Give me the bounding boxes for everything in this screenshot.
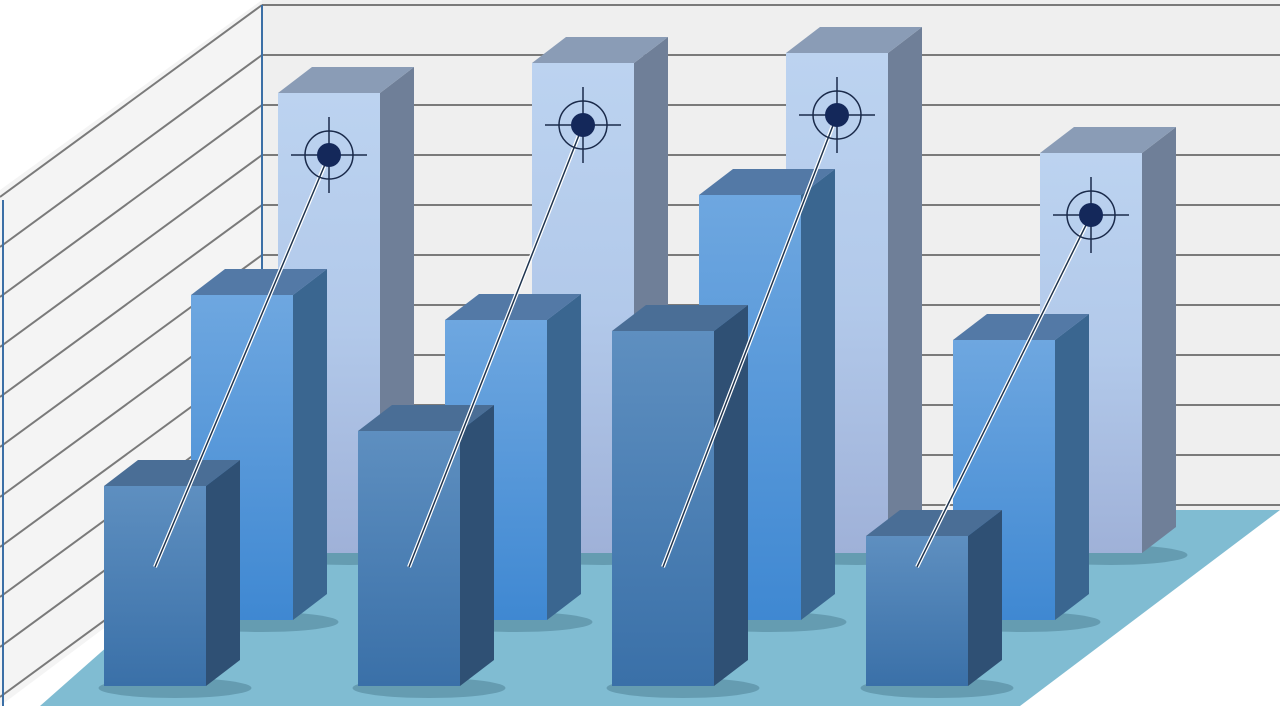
side-gridline [0, 4, 263, 198]
bar-top [532, 37, 668, 63]
bar-front-1 [98, 460, 252, 698]
bar-side [888, 27, 922, 553]
bar-front [358, 431, 460, 686]
target-markers [153, 77, 1129, 568]
bar-side [801, 169, 835, 620]
bar-top [278, 67, 414, 93]
bar-middle-2 [439, 294, 593, 632]
pointer-line [408, 124, 584, 568]
bar-top [786, 27, 922, 53]
bar-side [714, 305, 748, 686]
target-marker-1 [153, 117, 367, 568]
crosshair-dot-icon [317, 143, 341, 167]
bar-front-4 [860, 510, 1014, 698]
bar-side [1142, 127, 1176, 553]
bar-side [547, 294, 581, 620]
bar-top [699, 169, 835, 195]
crosshair-dot-icon [825, 103, 849, 127]
bar-top [866, 510, 1002, 536]
pointer-line [154, 154, 330, 568]
bar-side [293, 269, 327, 620]
crosshair-dot-icon [571, 113, 595, 137]
side-gridline [0, 54, 263, 248]
pointer-line [662, 114, 838, 568]
bar-front [612, 331, 714, 686]
bar-front-2 [352, 405, 506, 698]
bar-top [104, 460, 240, 486]
bar-top [191, 269, 327, 295]
bar-top [358, 405, 494, 431]
target-marker-2 [407, 87, 621, 568]
target-marker-4 [915, 177, 1129, 568]
bar-side [460, 405, 494, 686]
bar-top [612, 305, 748, 331]
bar-front-3 [606, 305, 760, 698]
side-gridline [0, 204, 263, 398]
bar-side [206, 460, 240, 686]
bar-top [1040, 127, 1176, 153]
crosshair-dot-icon [1079, 203, 1103, 227]
pointer-line [916, 214, 1092, 568]
bar-side [1055, 314, 1089, 620]
bars [98, 27, 1188, 698]
bar-front [866, 536, 968, 686]
bar-top [953, 314, 1089, 340]
side-gridline [0, 104, 263, 298]
bar-front [104, 486, 206, 686]
target-marker-3 [661, 77, 875, 568]
bar-side [968, 510, 1002, 686]
side-gridline [0, 154, 263, 348]
